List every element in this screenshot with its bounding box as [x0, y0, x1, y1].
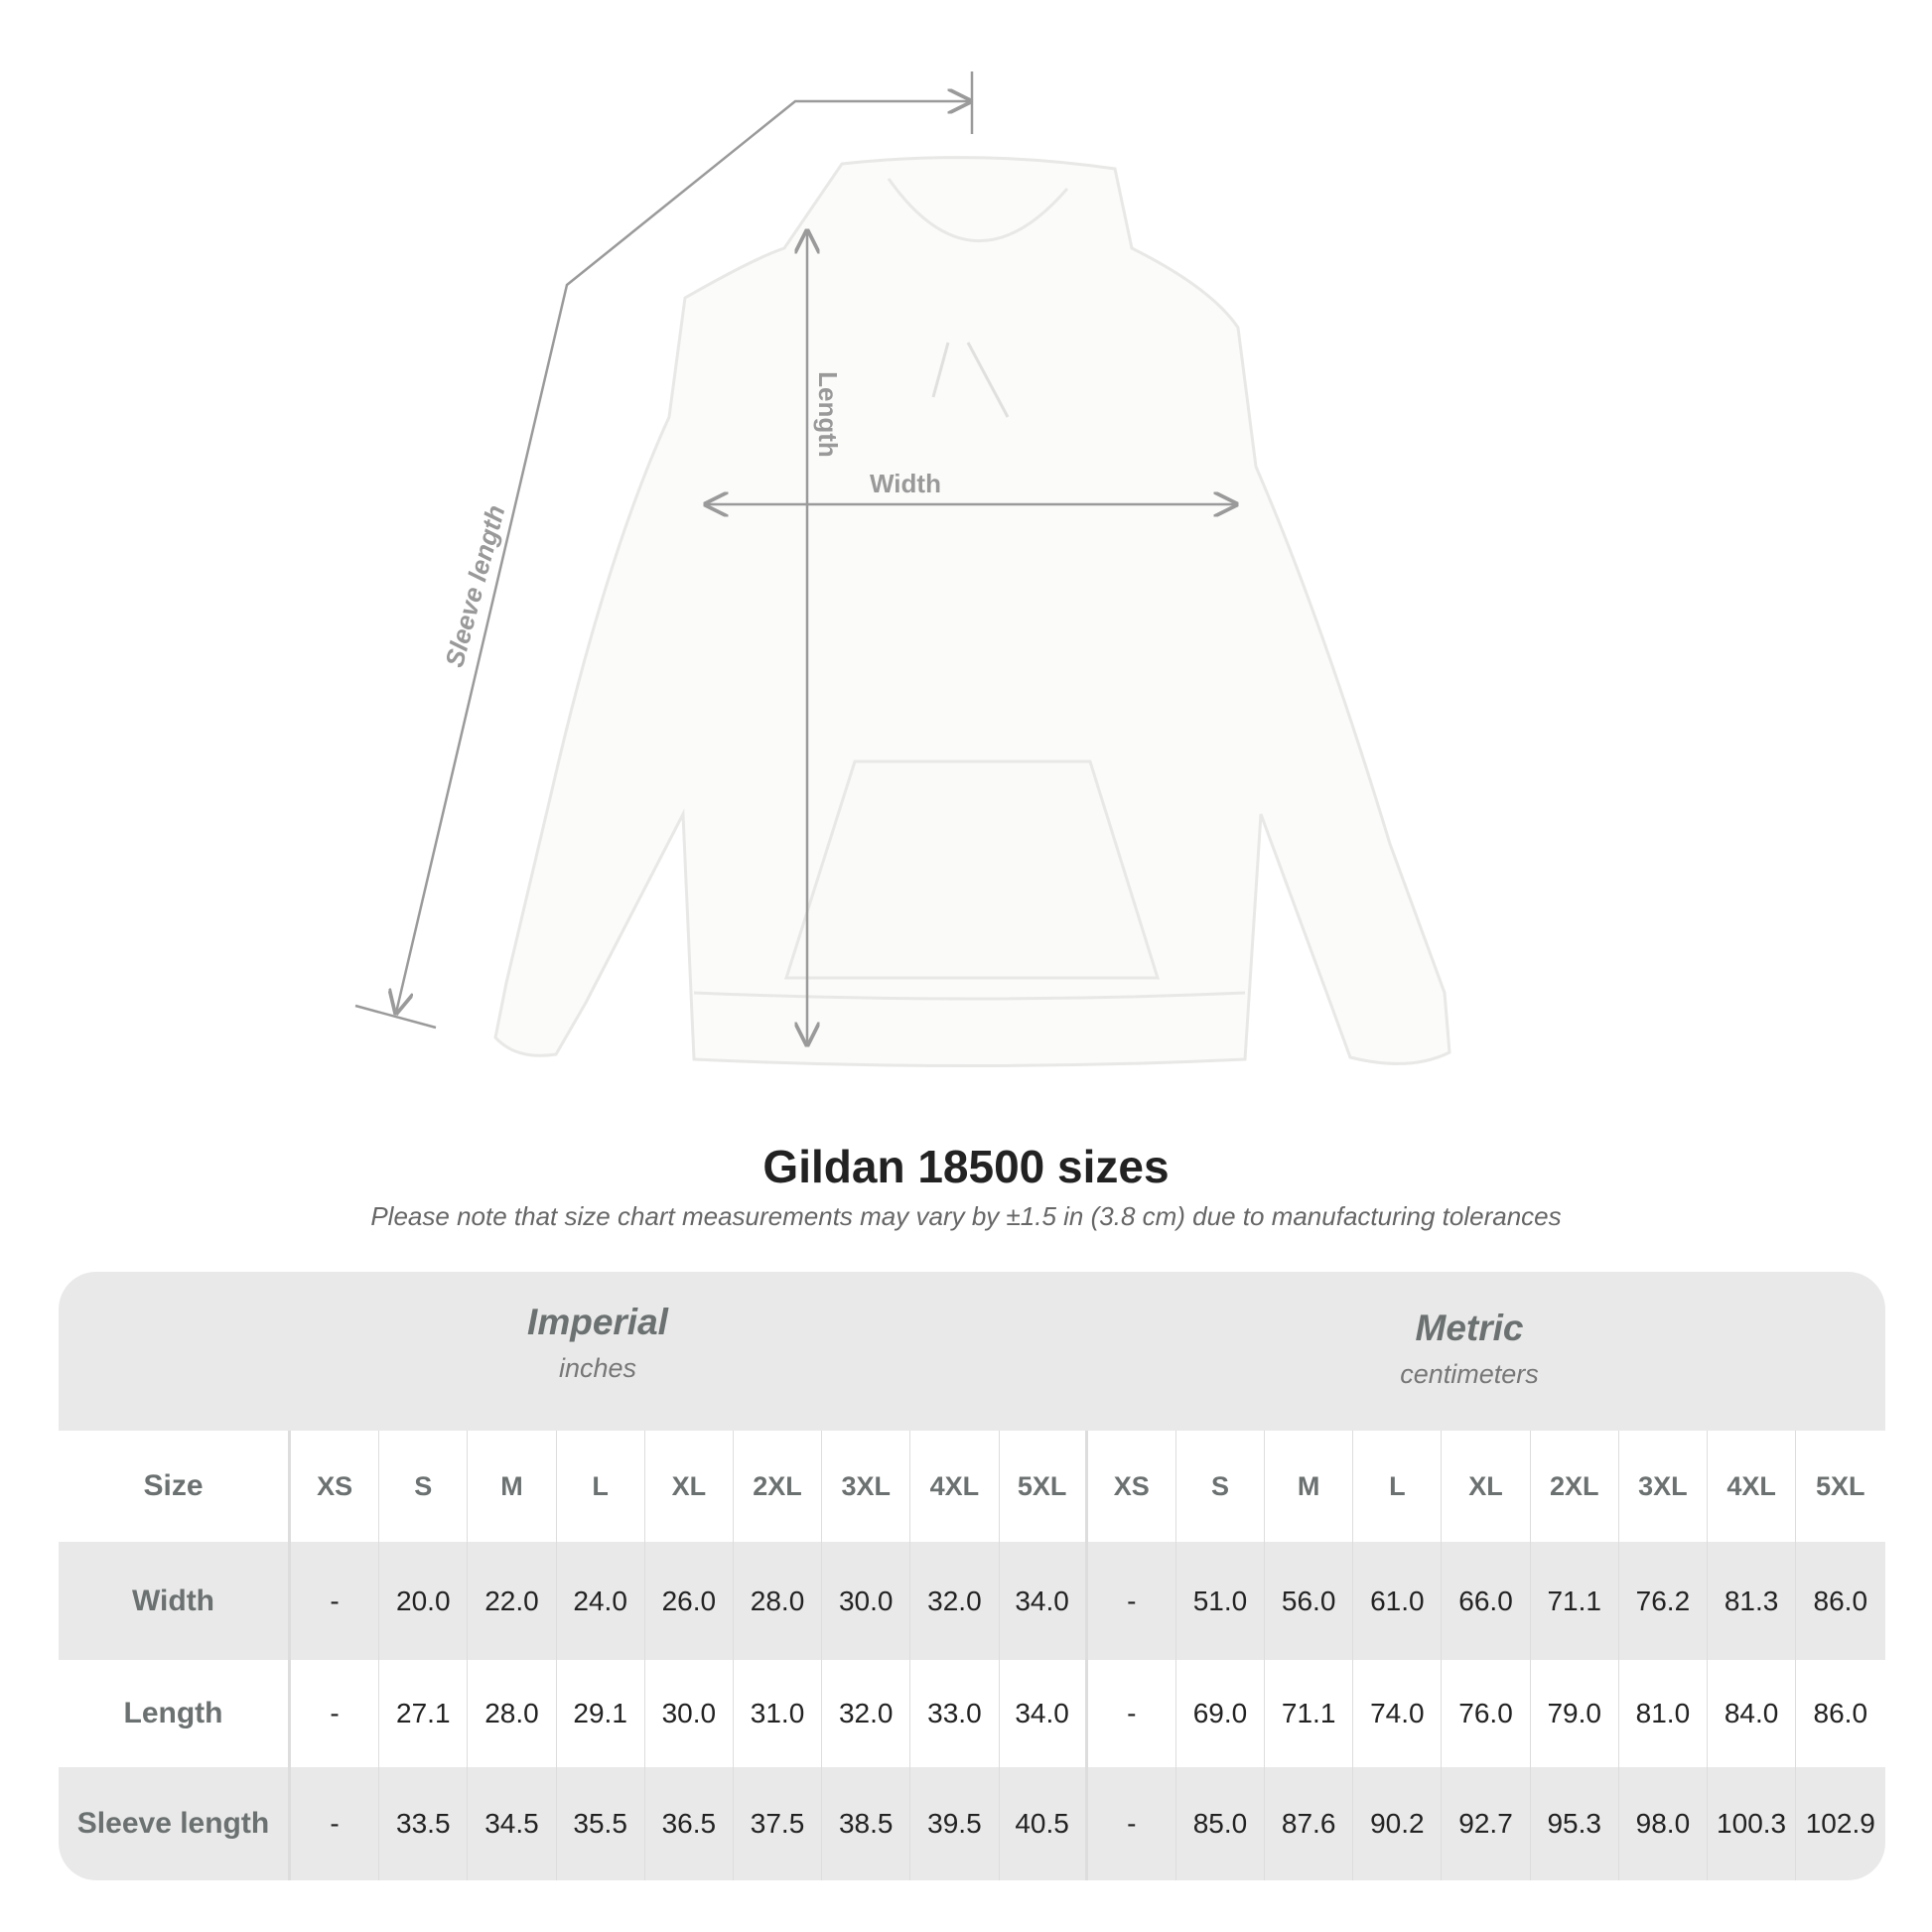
table-cell: 31.0 — [734, 1660, 823, 1767]
table-row: Length -27.1 28.0 29.1 30.0 31.0 32.0 33.0 34.0-… — [59, 1660, 1885, 1767]
table-cell: 92.7 — [1442, 1767, 1531, 1880]
table-cell: 36.5 — [645, 1767, 734, 1880]
row-label: Length — [59, 1660, 291, 1767]
table-cell: 28.0 — [734, 1542, 823, 1660]
table-cell: 34.5 — [468, 1767, 557, 1880]
table-cell: - — [291, 1660, 380, 1767]
table-cell: 61.0 — [1353, 1542, 1443, 1660]
table-cell: 29.1 — [557, 1660, 645, 1767]
table-cell: 33.0 — [910, 1660, 1000, 1767]
metric-header: Metric centimeters — [1172, 1308, 1767, 1390]
hoodie-diagram — [354, 71, 1451, 1067]
table-cell: 24.0 — [557, 1542, 645, 1660]
table-cell: 51.0 — [1176, 1542, 1266, 1660]
table-cell: 30.0 — [645, 1660, 734, 1767]
table-cell: 30.0 — [822, 1542, 911, 1660]
size-header: L — [1353, 1431, 1443, 1542]
table-cell: 86.0 — [1813, 1585, 1868, 1616]
table-cell: 37.5 — [734, 1767, 823, 1880]
size-header: 4XL — [910, 1431, 1000, 1542]
size-header: 3XL — [822, 1431, 911, 1542]
size-header: 4XL — [1708, 1431, 1797, 1542]
sleeve-length-line — [396, 101, 970, 1013]
table-cell: 33.5 — [379, 1767, 469, 1880]
table-cell: 98.0 — [1619, 1767, 1708, 1880]
size-header: S — [1176, 1431, 1266, 1542]
row-label: Width — [59, 1542, 291, 1660]
table-cell: 35.5 — [557, 1767, 645, 1880]
table-cell: 69.0 — [1176, 1660, 1266, 1767]
size-label: Size — [59, 1431, 291, 1542]
table-cell: 79.0 — [1531, 1660, 1619, 1767]
table-cell: 74.0 — [1353, 1660, 1443, 1767]
table-cell: 20.0 — [379, 1542, 469, 1660]
size-header: 3XL — [1619, 1431, 1708, 1542]
table-cell: 39.5 — [910, 1767, 1000, 1880]
measure-lines — [354, 71, 1236, 1044]
table-cell: - — [291, 1767, 380, 1880]
table-cell: 87.6 — [1265, 1767, 1354, 1880]
table-cell: 81.0 — [1619, 1660, 1708, 1767]
table-cell: 40.5 — [1000, 1767, 1088, 1880]
row-label: Sleeve length — [59, 1767, 291, 1880]
table-cell: 71.1 — [1265, 1660, 1354, 1767]
imperial-unit: inches — [558, 1353, 637, 1383]
table-cell: - — [1088, 1767, 1176, 1880]
table-row: Sleeve length -33.5 34.5 35.5 36.5 37.5 38.5 39… — [59, 1767, 1885, 1880]
table-cell: 34.0 — [1000, 1542, 1088, 1660]
tolerance-note: Please note that size chart measurements… — [370, 1201, 1562, 1231]
size-header: XL — [645, 1431, 734, 1542]
size-header: M — [468, 1431, 557, 1542]
size-table: Imperial inches Metric centimeters Size … — [59, 1272, 1885, 1880]
table-cell: 95.3 — [1531, 1767, 1619, 1880]
page-title: Gildan 18500 sizes — [762, 1141, 1170, 1192]
table-cell: 84.0 — [1708, 1660, 1797, 1767]
table-cell: 76.0 — [1442, 1660, 1531, 1767]
table-cell: 32.0 — [910, 1542, 1000, 1660]
table-cell: - — [291, 1542, 380, 1660]
header-band — [59, 1272, 1885, 1431]
table-cell: 28.0 — [468, 1660, 557, 1767]
table-cell: 22.0 — [468, 1542, 557, 1660]
width-label: Width — [870, 469, 941, 498]
size-header: XS — [1088, 1431, 1176, 1542]
imperial-header: Imperial inches — [300, 1302, 896, 1384]
length-label: Length — [812, 371, 843, 458]
size-header: 2XL — [734, 1431, 823, 1542]
imperial-title: Imperial — [527, 1302, 668, 1342]
size-header: 5XL — [1000, 1431, 1088, 1542]
table-cell: 56.0 — [1265, 1542, 1354, 1660]
table-cell: 100.3 — [1708, 1767, 1797, 1880]
table-cell: - — [1088, 1660, 1176, 1767]
table-cell: 26.0 — [645, 1542, 734, 1660]
sleeve-bottom-tick — [354, 1004, 437, 1030]
table-cell: 86.0 — [1813, 1698, 1868, 1728]
hoodie-illustration — [493, 156, 1451, 1067]
table-cell: 81.3 — [1708, 1542, 1797, 1660]
table-cell: - — [1088, 1542, 1176, 1660]
table-cell: 76.2 — [1619, 1542, 1708, 1660]
size-header: XL — [1442, 1431, 1531, 1542]
size-header: M — [1265, 1431, 1354, 1542]
size-row: Size XS S M L XL 2XL 3XL 4XL 5XL XS S M L XL 2XL 3XL 4XL… — [59, 1431, 1885, 1542]
size-header: L — [557, 1431, 645, 1542]
size-header: XS — [291, 1431, 380, 1542]
table-cell: 90.2 — [1353, 1767, 1443, 1880]
size-header: 5XL — [1816, 1470, 1865, 1501]
table-cell: 85.0 — [1176, 1767, 1266, 1880]
table-cell: 102.9 — [1805, 1808, 1875, 1839]
metric-title: Metric — [1415, 1308, 1524, 1348]
table-row: Width -20.0 22.0 24.0 26.0 28.0 30.0 32.0 34.0-5… — [59, 1542, 1885, 1660]
table-cell: 27.1 — [379, 1660, 469, 1767]
metric-unit: centimeters — [1400, 1359, 1539, 1389]
table-cell: 71.1 — [1531, 1542, 1619, 1660]
table-cell: 66.0 — [1442, 1542, 1531, 1660]
table-cell: 38.5 — [822, 1767, 911, 1880]
table-cell: 34.0 — [1000, 1660, 1088, 1767]
size-header: 2XL — [1531, 1431, 1619, 1542]
size-header: S — [379, 1431, 469, 1542]
table-cell: 32.0 — [822, 1660, 911, 1767]
